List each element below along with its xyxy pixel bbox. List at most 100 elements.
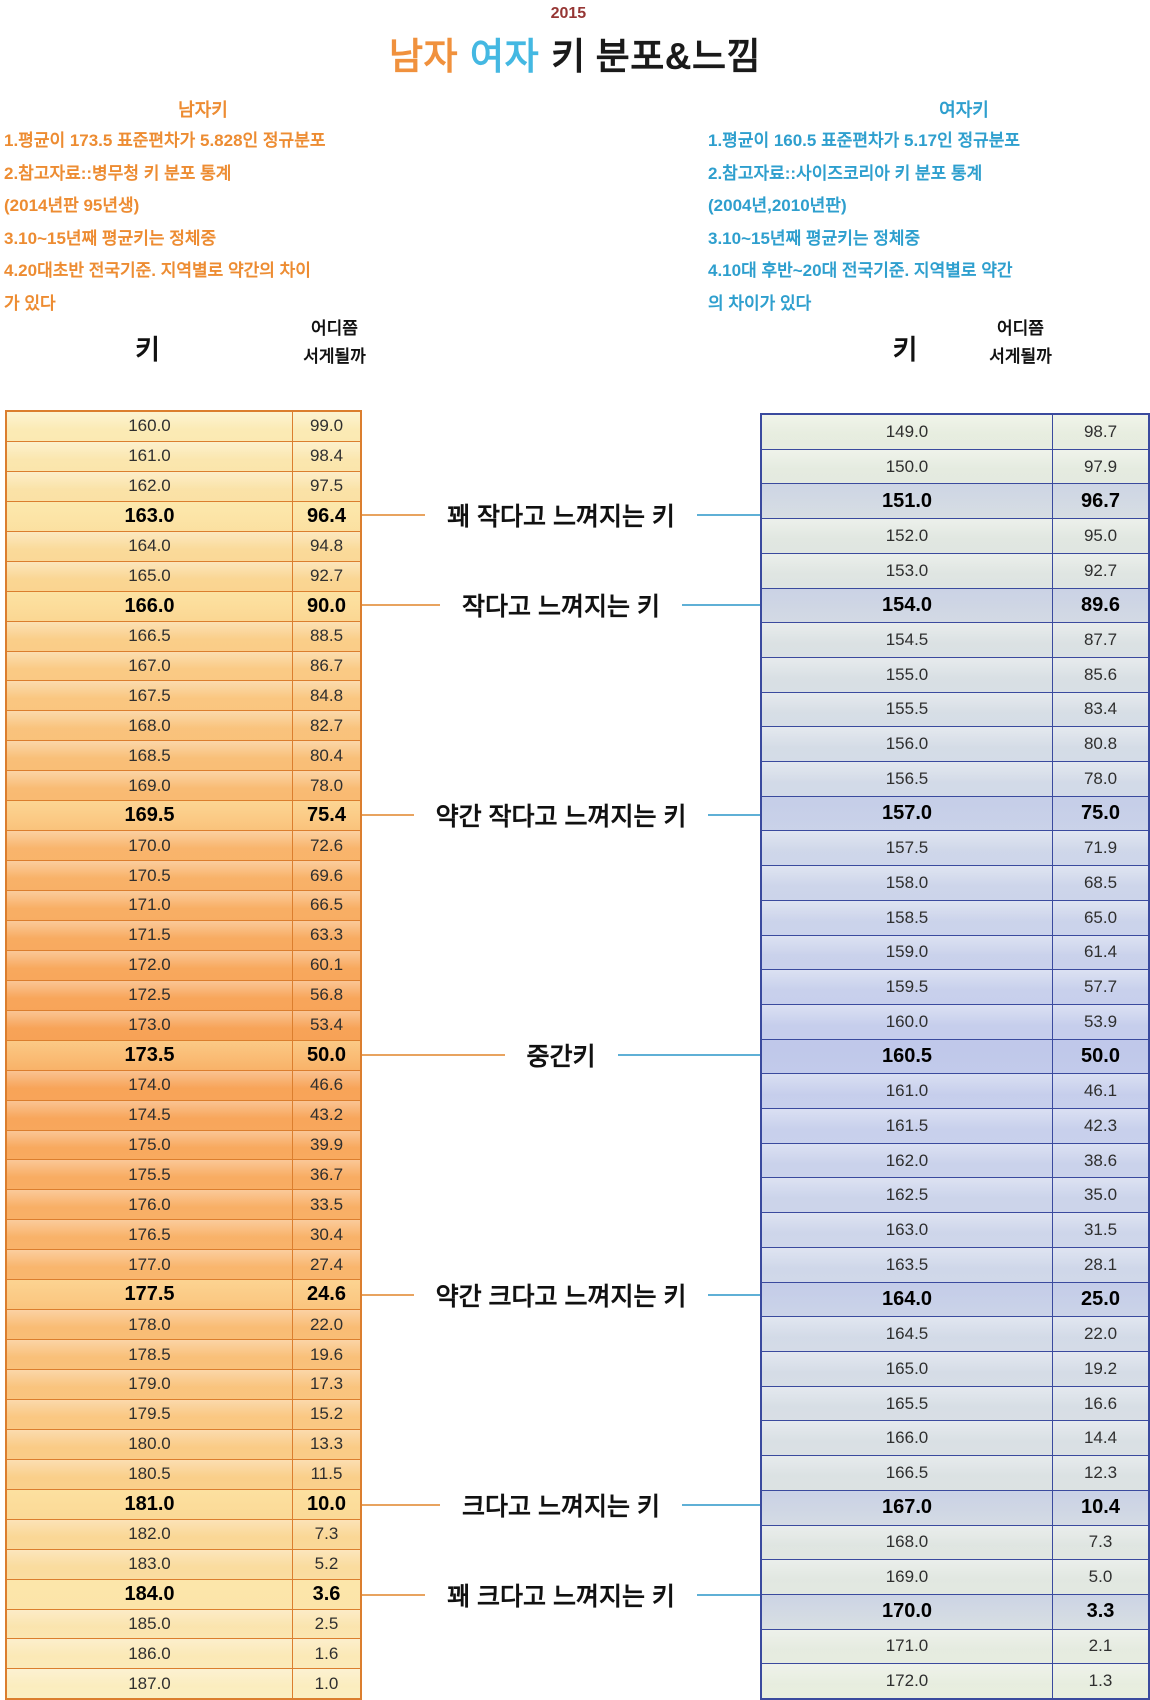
- female-table-header-height: 키: [892, 335, 918, 365]
- table-row: 162.0 38.6: [762, 1142, 1148, 1178]
- percentile-cell: 16.6: [1052, 1386, 1148, 1421]
- note-line: 가 있다: [4, 293, 56, 313]
- height-cell: 171.0: [885, 1636, 929, 1656]
- table-row: 172.0 1.3: [762, 1663, 1148, 1699]
- percentile-cell: 66.5: [292, 891, 360, 920]
- height-cell: 161.5: [885, 1115, 929, 1135]
- table-row: 166.5 12.3: [762, 1455, 1148, 1490]
- height-cell: 162.0: [885, 1150, 929, 1170]
- note-line: 의 차이가 있다: [708, 293, 812, 313]
- height-cell: 172.0: [885, 1671, 929, 1691]
- height-cell: 169.5: [124, 804, 175, 827]
- height-cell: 168.0: [885, 1532, 929, 1552]
- table-row: 170.0 72.6: [7, 830, 360, 861]
- percentile-cell: 27.4: [292, 1250, 360, 1280]
- feel-label-text: 약간 크다고 느껴지는 키: [435, 1283, 687, 1311]
- feel-label-text: 크다고 느껴지는 키: [462, 1493, 660, 1521]
- note-line: 1.평균이 173.5 표준편차가 5.828인 정규분포: [4, 131, 326, 150]
- table-row: 171.5 63.3: [7, 919, 360, 950]
- table-row: 153.0 92.7: [762, 552, 1148, 588]
- percentile-cell: 95.0: [1052, 519, 1148, 553]
- percentile-cell: 1.6: [292, 1639, 360, 1669]
- height-cell: 185.0: [128, 1613, 171, 1633]
- percentile-cell: 36.7: [292, 1160, 360, 1190]
- height-cell: 174.5: [128, 1105, 171, 1125]
- note-line: 3.10~15년째 평균키는 정체중: [708, 228, 921, 248]
- percentile-cell: 31.5: [1052, 1213, 1148, 1247]
- height-cell: 162.5: [885, 1185, 929, 1205]
- height-cell: 156.5: [885, 768, 929, 788]
- male-notes-lines: 1.평균이 173.5 표준편차가 5.828인 정규분포 2.참고자료::병무청…: [4, 125, 402, 320]
- height-cell: 164.5: [885, 1324, 929, 1344]
- height-cell: 154.0: [881, 593, 933, 616]
- height-cell: 180.0: [128, 1434, 171, 1454]
- height-cell: 179.5: [128, 1404, 171, 1424]
- height-cell: 151.0: [881, 489, 933, 512]
- note-line: 3.10~15년째 평균키는 정체중: [4, 228, 217, 248]
- height-cell: 160.0: [128, 416, 171, 436]
- table-row: 169.0 78.0: [7, 770, 360, 801]
- height-cell: 166.5: [128, 626, 171, 646]
- male-height-table: 160.0 99.0 161.0 98.4 162.0 97.5 163.0 96.4 164.…: [5, 410, 362, 1700]
- height-cell: 166.0: [124, 594, 175, 617]
- height-cell: 150.0: [885, 456, 929, 476]
- table-row: 168.5 80.4: [7, 740, 360, 771]
- table-row: 165.0 19.2: [762, 1350, 1148, 1386]
- height-cell: 167.5: [128, 685, 171, 705]
- percentile-cell: 22.0: [292, 1310, 360, 1340]
- percentile-cell: 90.0: [292, 591, 360, 621]
- title-female-word: 여자: [470, 36, 540, 77]
- male-notes-heading: 남자키: [178, 100, 228, 120]
- height-cell: 184.0: [124, 1582, 175, 1605]
- height-cell: 166.5: [885, 1462, 929, 1482]
- table-row: 154.0 89.6: [762, 587, 1148, 623]
- male-connector-line: [362, 1594, 426, 1596]
- table-row: 167.0 10.4: [762, 1489, 1148, 1525]
- height-cell: 165.0: [128, 566, 171, 586]
- percentile-cell: 69.6: [292, 861, 360, 890]
- height-cell: 170.0: [881, 1600, 933, 1623]
- height-cell: 171.5: [128, 925, 171, 945]
- height-cell: 170.5: [128, 865, 171, 885]
- percentile-cell: 53.9: [1052, 1004, 1148, 1039]
- height-cell: 164.0: [128, 536, 171, 556]
- height-cell: 163.0: [885, 1220, 929, 1240]
- note-line: 4.20대초반 전국기준. 지역별로 약간의 차이: [4, 261, 311, 280]
- percentile-cell: 65.0: [1052, 900, 1148, 935]
- table-row: 175.5 36.7: [7, 1159, 360, 1190]
- table-row: 157.5 71.9: [762, 830, 1148, 866]
- percentile-cell: 2.5: [292, 1609, 360, 1639]
- height-cell: 172.5: [128, 985, 171, 1005]
- height-cell: 159.5: [885, 977, 929, 997]
- note-line: 2.참고자료::사이즈코리아 키 분포 통계: [708, 163, 983, 183]
- percentile-cell: 92.7: [1052, 553, 1148, 588]
- height-cell: 169.0: [128, 775, 171, 795]
- table-row: 175.0 39.9: [7, 1129, 360, 1160]
- height-cell: 181.0: [124, 1492, 175, 1515]
- height-cell: 164.0: [881, 1287, 933, 1310]
- table-row: 185.0 2.5: [7, 1608, 360, 1639]
- female-height-table: 149.0 98.7 150.0 97.9 151.0 96.7 152.0 95.0 153.…: [760, 413, 1150, 1700]
- female-connector-line: [681, 604, 760, 606]
- table-row: 162.0 97.5: [7, 470, 360, 501]
- table-row: 174.0 46.6: [7, 1069, 360, 1100]
- table-row: 158.0 68.5: [762, 865, 1148, 900]
- height-cell: 175.5: [128, 1164, 171, 1184]
- feel-label: 약간 크다고 느껴지는 키: [362, 1277, 760, 1313]
- height-cell: 183.0: [128, 1554, 171, 1574]
- percentile-cell: 35.0: [1052, 1178, 1148, 1213]
- female-connector-line: [696, 1594, 760, 1596]
- male-connector-line: [362, 1054, 505, 1056]
- note-line: 1.평균이 160.5 표준편차가 5.17인 정규분포: [708, 131, 1021, 150]
- table-row: 159.0 61.4: [762, 934, 1148, 970]
- percentile-cell: 75.0: [1052, 796, 1148, 831]
- table-row: 152.0 95.0: [762, 518, 1148, 553]
- female-notes-heading: 여자키: [939, 100, 989, 120]
- height-cell: 161.0: [885, 1081, 929, 1101]
- feel-label: 작다고 느껴지는 키: [362, 587, 760, 623]
- table-row: 164.0 25.0: [762, 1281, 1148, 1317]
- percentile-cell: 39.9: [292, 1130, 360, 1160]
- table-row: 161.0 98.4: [7, 440, 360, 471]
- table-row: 178.5 19.6: [7, 1339, 360, 1369]
- percentile-cell: 38.6: [1052, 1143, 1148, 1178]
